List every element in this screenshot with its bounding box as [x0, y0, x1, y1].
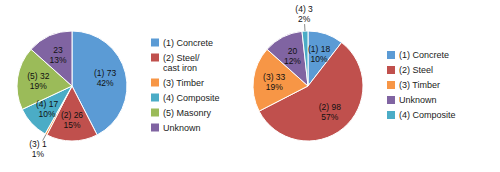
legend-label: (4) Composite [163, 93, 220, 103]
text-line: (3) 1 [29, 139, 47, 149]
legend-swatch [387, 81, 395, 89]
text-line: 19% [266, 82, 283, 92]
text-line: 19% [30, 81, 47, 91]
text-line: (2) 26 [61, 110, 83, 120]
text-line: (1) Concrete [399, 50, 449, 60]
text-line: (1) 73 [94, 68, 116, 78]
text-line: (4) 17 [36, 99, 58, 109]
text-line: 15% [63, 120, 80, 130]
text-line: (3) Timber [163, 78, 204, 88]
slices [253, 31, 363, 141]
leader-line [304, 24, 305, 31]
legend-label: Unknown [399, 95, 437, 105]
data-label: (1) 7342% [94, 68, 116, 88]
text-line: 1% [32, 149, 45, 159]
text-line: (5) 32 [27, 71, 49, 81]
text-line: 10% [39, 109, 56, 119]
data-label: (3) 3319% [263, 72, 285, 92]
legend-swatch [151, 39, 159, 47]
legend: (1) Concrete (2) Steel (3) Timber Unknown (4… [387, 50, 456, 120]
data-label: (3) 11% [29, 139, 47, 159]
data-label: 2313% [50, 45, 67, 65]
data-label: 2012% [284, 46, 301, 66]
data-label: (2) 9857% [319, 102, 341, 122]
chart: (1) 7342%(2) 2615%(3) 11%(4) 1710%(5) 32… [0, 0, 500, 172]
text-line: 12% [284, 56, 301, 66]
text-line: 13% [50, 55, 67, 65]
text-line: cast iron [163, 63, 197, 73]
data-label: (2) 2615% [61, 110, 83, 130]
legend-label: (2) Steel/cast iron [163, 53, 200, 73]
data-label: (4) 1710% [36, 99, 58, 119]
text-line: Unknown [163, 123, 201, 133]
legend-label: (3) Timber [399, 80, 440, 90]
legend-swatch [151, 94, 159, 102]
data-label: (1) 1810% [308, 44, 330, 64]
legend-swatch [387, 111, 395, 119]
text-line: (3) Timber [399, 80, 440, 90]
pie-slice [302, 31, 308, 86]
text-line: (2) 98 [319, 102, 341, 112]
pie: (1) 7342% (2) 2615% (3) 11% (4) 1710% (5) 32… [17, 31, 127, 159]
legend-label: Unknown [163, 123, 201, 133]
text-line: 23 [53, 45, 63, 55]
text-line: 57% [321, 112, 338, 122]
legend-label: (5) Masonry [163, 108, 212, 118]
text-line: (2) Steel/ [163, 53, 200, 63]
slices [17, 31, 127, 141]
legend-label: (2) Steel [399, 65, 433, 75]
text-line: (4) Composite [163, 93, 220, 103]
legend-label: (1) Concrete [163, 38, 213, 48]
legend-swatch [151, 79, 159, 87]
legend-label: (4) Composite [399, 110, 456, 120]
pie: (1) 1810% (2) 9857% (3) 3319% 2012% (4) 32% [253, 4, 363, 141]
text-line: 20 [288, 46, 298, 56]
text-line: (1) 18 [308, 44, 330, 54]
legend-swatch [387, 66, 395, 74]
text-line: 2% [298, 14, 311, 24]
legend-swatch [387, 96, 395, 104]
text-line: 42% [97, 78, 114, 88]
legend-swatch [151, 54, 159, 62]
text-line: Unknown [399, 95, 437, 105]
legend: (1) Concrete (2) Steel/cast iron (3) Timbe… [151, 38, 220, 133]
legend-swatch [151, 124, 159, 132]
text-line: 10% [311, 54, 328, 64]
text-line: (3) 33 [263, 72, 285, 82]
data-labels: (1) 7342% (2) 2615% (3) 11% (4) 1710% (5) 32… [27, 45, 116, 160]
text-line: (4) 3 [295, 4, 313, 14]
data-labels: (1) 1810% (2) 9857% (3) 3319% 2012% (4) 32% [263, 4, 341, 122]
text-line: (4) Composite [399, 110, 456, 120]
legend-label: (1) Concrete [399, 50, 449, 60]
text-line: (5) Masonry [163, 108, 212, 118]
text-line: (2) Steel [399, 65, 433, 75]
text-line: (1) Concrete [163, 38, 213, 48]
data-label: (5) 3219% [27, 71, 49, 91]
legend-label: (3) Timber [163, 78, 204, 88]
legend-swatch [151, 109, 159, 117]
legend-swatch [387, 51, 395, 59]
data-label: (4) 32% [295, 4, 313, 24]
